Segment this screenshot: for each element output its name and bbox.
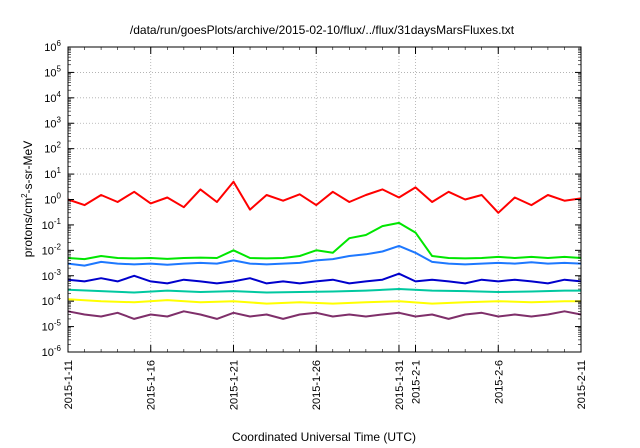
series-line-5 [67,244,582,267]
y-tick-label: 106 [44,39,61,54]
series-line-4 [67,272,582,285]
y-tick-label-base: 10 [42,245,54,257]
x-tick-label: 2015-1-26 [311,360,323,410]
x-tick-label: 2015-2-6 [493,360,505,404]
series-line-7 [67,180,582,214]
y-axis-label-sup: 2 [20,193,29,198]
y-tick-label: 10-1 [42,217,62,232]
y-tick-label-base: 10 [42,347,54,359]
series-line-1 [67,310,582,320]
y-axis-ticks: 10-610-510-410-310-210-11001011021031041… [42,39,581,359]
x-tick-label: 2015-1-21 [228,360,240,410]
y-tick-label-exp: -6 [54,344,62,353]
x-axis-ticks: 2015-1-11 2015-1-16 2015-1-21 2015-1-26 2015… [63,47,588,410]
y-tick-label: 10-2 [42,242,62,257]
x-tick-label: 2015-2-1 [411,360,423,404]
chart-title: /data/run/goesPlots/archive/2015-02-10/f… [130,23,515,37]
x-tick-label: 2015-1-11 [63,360,75,409]
y-axis-label-base: protons/cm [21,198,35,257]
y-tick-label: 10-4 [42,293,62,308]
y-tick-label: 102 [44,141,61,156]
y-tick-label-exp: 2 [57,141,62,150]
y-tick-label-exp: 4 [57,90,62,99]
y-tick-label-exp: 0 [57,192,62,201]
x-axis-label: Coordinated Universal Time (UTC) [232,430,416,444]
y-tick-label: 10-3 [42,268,62,283]
y-tick-label-base: 10 [44,118,56,130]
y-tick-label: 10-5 [42,319,62,334]
y-tick-label-exp: -1 [54,217,62,226]
series-layer [67,180,582,320]
y-tick-label-exp: -5 [54,319,62,328]
y-tick-label: 100 [44,192,61,207]
y-tick-label-exp: 1 [57,166,62,175]
y-tick-label-base: 10 [42,220,54,232]
y-tick-label-base: 10 [44,93,56,105]
y-tick-label: 103 [44,115,61,130]
y-axis-label-rest: -s-sr-MeV [21,141,35,194]
y-tick-label: 105 [44,64,61,79]
x-tick-label: 2015-1-16 [146,360,158,410]
y-tick-label-exp: -2 [54,242,62,251]
y-tick-label-base: 10 [44,42,56,54]
x-tick-label: 2015-1-31 [394,360,406,410]
y-tick-label-base: 10 [44,144,56,156]
y-tick-label-base: 10 [44,67,56,79]
y-tick-label-exp: 3 [57,115,62,124]
y-tick-label-exp: -3 [54,268,62,277]
series-line-3 [67,288,581,294]
y-tick-label-exp: 5 [57,64,62,73]
y-tick-label-base: 10 [42,296,54,308]
y-tick-label-exp: 6 [57,39,62,48]
y-axis-label: protons/cm2-s-sr-MeV [20,141,35,257]
y-tick-label: 104 [44,90,61,105]
y-tick-label: 10-6 [42,344,62,359]
series-line-2 [67,298,581,305]
series-line-6 [67,221,582,261]
x-tick-label: 2015-2-11 [576,360,588,409]
y-tick-label-base: 10 [42,271,54,283]
y-tick-label-base: 10 [44,169,56,181]
y-tick-label: 101 [44,166,61,181]
y-tick-label-exp: -4 [54,293,62,302]
y-tick-label-base: 10 [42,322,54,334]
y-tick-label-base: 10 [44,195,56,207]
